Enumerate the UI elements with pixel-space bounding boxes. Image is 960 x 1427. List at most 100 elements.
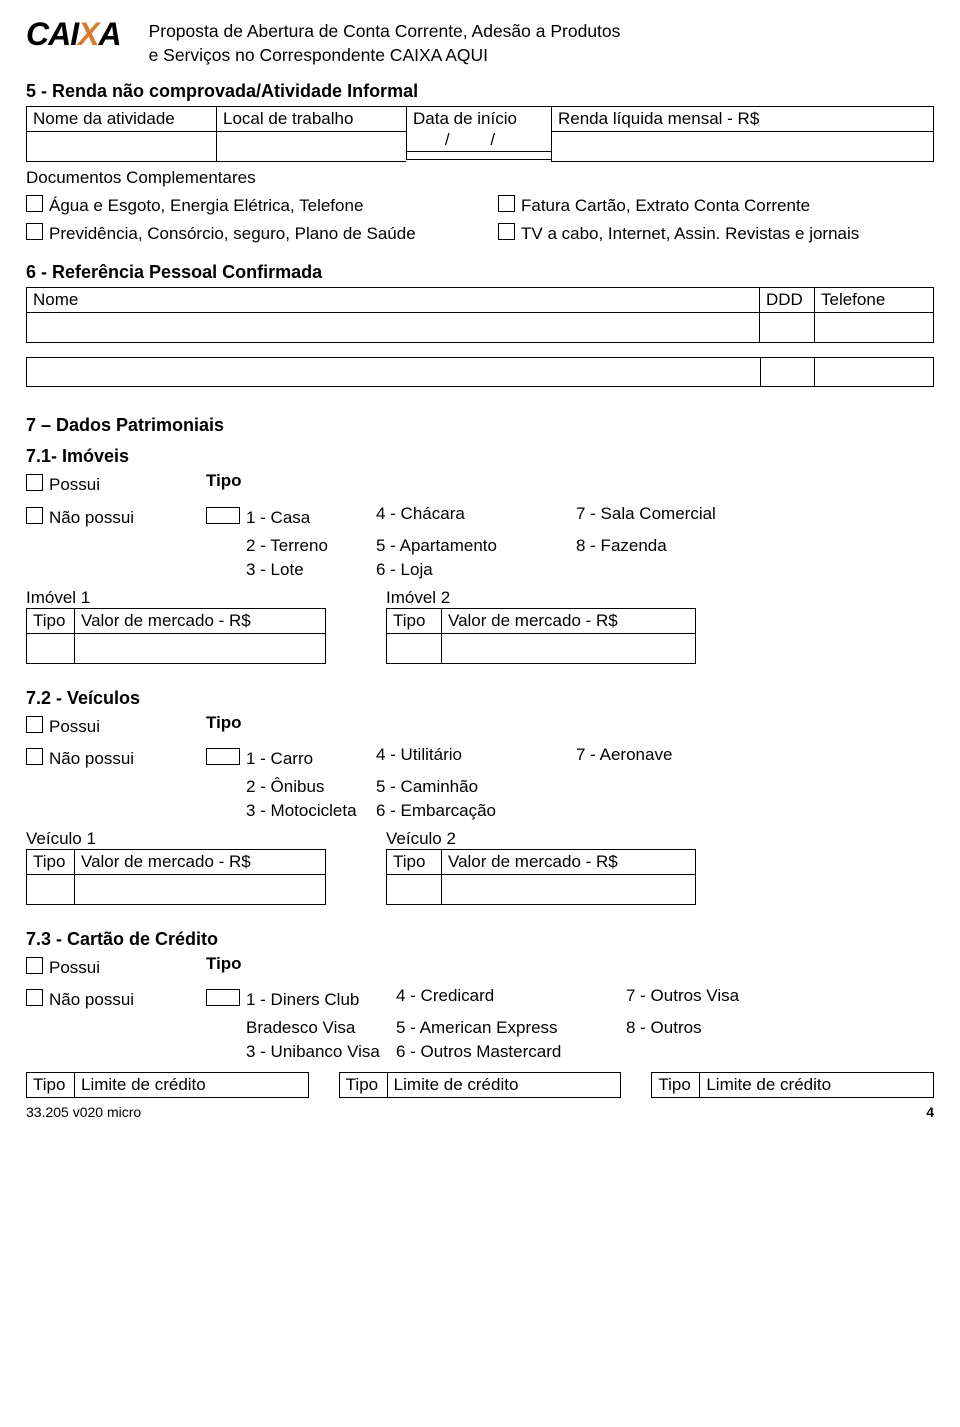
imovel1-valor-i[interactable]: [74, 634, 326, 664]
imovel2-tipo-h: Tipo: [386, 608, 441, 634]
title-line-1: Proposta de Abertura de Conta Corrente, …: [149, 20, 934, 44]
checkbox-icon[interactable]: [26, 223, 43, 240]
logo-text-2: A: [98, 16, 120, 52]
checkbox-icon[interactable]: [26, 748, 43, 765]
s73-t2: Bradesco Visa: [206, 1018, 396, 1038]
section72-title: 7.2 - Veículos: [26, 688, 934, 709]
s71-possui[interactable]: Possui: [26, 474, 206, 496]
s73-tipo-input[interactable]: 1 - Diners Club: [206, 989, 396, 1011]
title-line-2: e Serviços no Correspondente CAIXA AQUI: [149, 44, 934, 68]
doc-opt-2[interactable]: Previdência, Consórcio, seguro, Plano de…: [26, 223, 462, 245]
logo-text-1: CAI: [26, 16, 78, 52]
section73-options: Possui Tipo Não possui 1 - Diners Club 4…: [26, 954, 934, 1062]
doc-opt-4[interactable]: TV a cabo, Internet, Assin. Revistas e j…: [498, 223, 934, 245]
logo-text-x: X: [78, 16, 98, 52]
section71-title: 7.1- Imóveis: [26, 446, 934, 467]
s73-t8: 8 - Outros: [626, 1018, 796, 1038]
imovel1-tipo-i[interactable]: [26, 634, 74, 664]
section5-table: Nome da atividade Local de trabalho Data…: [26, 106, 934, 162]
imovel1-valor-h: Valor de mercado - R$: [74, 608, 326, 634]
section72-options: Possui Tipo Não possui 1 - Carro 4 - Uti…: [26, 713, 934, 821]
s71-t4: 4 - Chácara: [376, 504, 576, 532]
s5-col3-value[interactable]: / /: [413, 129, 545, 150]
page-footer: 33.205 v020 micro 4: [26, 1104, 934, 1120]
section6-input-row-1[interactable]: [26, 313, 934, 343]
s6-col1: Nome: [26, 287, 759, 313]
checkbox-icon[interactable]: [26, 989, 43, 1006]
s6-r1-c3[interactable]: [814, 313, 934, 343]
section5-title: 5 - Renda não comprovada/Atividade Infor…: [26, 81, 934, 102]
s72-t3: 3 - Motocicleta: [206, 801, 376, 821]
imovel2-valor-i[interactable]: [441, 634, 696, 664]
lim3-limite: Limite de crédito: [699, 1072, 934, 1098]
s72-t2: 2 - Ônibus: [206, 777, 376, 797]
section6-input-row-2[interactable]: [26, 357, 934, 387]
s72-tipo-input[interactable]: 1 - Carro: [206, 748, 376, 770]
section6-header-row: Nome DDD Telefone: [26, 287, 934, 313]
s6-r1-c1[interactable]: [26, 313, 759, 343]
lim3-tipo: Tipo: [651, 1072, 699, 1098]
veiculo2-tipo-i[interactable]: [386, 875, 441, 905]
checkbox-icon[interactable]: [26, 716, 43, 733]
footer-page-number: 4: [926, 1104, 934, 1120]
s71-t5: 5 - Apartamento: [376, 536, 576, 556]
lim2-tipo: Tipo: [339, 1072, 387, 1098]
s5-col2-label: Local de trabalho: [216, 106, 406, 132]
s72-veiculo-tables: Veículo 1 Tipo Valor de mercado - R$ Veí…: [26, 829, 934, 905]
s71-t3: 3 - Lote: [206, 560, 376, 580]
s73-nao-possui[interactable]: Não possui: [26, 989, 206, 1011]
checkbox-icon[interactable]: [498, 195, 515, 212]
s6-r2-c2[interactable]: [760, 358, 814, 386]
document-title: Proposta de Abertura de Conta Corrente, …: [149, 18, 934, 67]
tipo-input-box[interactable]: [206, 989, 240, 1006]
tipo-input-box[interactable]: [206, 748, 240, 765]
s72-possui[interactable]: Possui: [26, 716, 206, 738]
s6-col3: Telefone: [814, 287, 934, 313]
s73-t3: 3 - Unibanco Visa: [206, 1042, 396, 1062]
s72-tipo-header: Tipo: [206, 713, 376, 741]
s72-t6: 6 - Embarcação: [376, 801, 576, 821]
tipo-input-box[interactable]: [206, 507, 240, 524]
veiculo1-valor-i[interactable]: [74, 875, 326, 905]
s72-t5: 5 - Caminhão: [376, 777, 576, 797]
s6-r2-c1[interactable]: [27, 358, 760, 386]
s71-t7: 7 - Sala Comercial: [576, 504, 776, 532]
s73-tipo-header: Tipo: [206, 954, 396, 982]
section6-title: 6 - Referência Pessoal Confirmada: [26, 262, 934, 283]
veiculo1-valor-h: Valor de mercado - R$: [74, 849, 326, 875]
s5-col2-input[interactable]: [216, 132, 406, 162]
veiculo1-tipo-i[interactable]: [26, 875, 74, 905]
doc-opt-3[interactable]: Fatura Cartão, Extrato Conta Corrente: [498, 195, 934, 217]
doc-opt-1[interactable]: Água e Esgoto, Energia Elétrica, Telefon…: [26, 195, 462, 217]
imovel2-valor-h: Valor de mercado - R$: [441, 608, 696, 634]
s71-nao-possui[interactable]: Não possui: [26, 507, 206, 529]
lim1-tipo: Tipo: [26, 1072, 74, 1098]
checkbox-icon[interactable]: [26, 474, 43, 491]
imovel2-tipo-i[interactable]: [386, 634, 441, 664]
s72-nao-possui[interactable]: Não possui: [26, 748, 206, 770]
imovel1-tipo-h: Tipo: [26, 608, 74, 634]
veiculo2-tipo-h: Tipo: [386, 849, 441, 875]
docs-options: Água e Esgoto, Energia Elétrica, Telefon…: [26, 192, 934, 248]
lim1-limite: Limite de crédito: [74, 1072, 309, 1098]
checkbox-icon[interactable]: [26, 507, 43, 524]
veiculo2-valor-i[interactable]: [441, 875, 696, 905]
s73-possui[interactable]: Possui: [26, 957, 206, 979]
veiculo1-label: Veículo 1: [26, 829, 326, 849]
s73-t6: 6 - Outros Mastercard: [396, 1042, 626, 1062]
s5-col3-label: Data de início: [413, 109, 545, 129]
veiculo2-valor-h: Valor de mercado - R$: [441, 849, 696, 875]
s71-tipo-input[interactable]: 1 - Casa: [206, 507, 376, 529]
checkbox-icon[interactable]: [498, 223, 515, 240]
s5-col1-input[interactable]: [26, 132, 216, 162]
s6-r1-c2[interactable]: [759, 313, 814, 343]
s71-t2: 2 - Terreno: [206, 536, 376, 556]
s5-col4-input[interactable]: [551, 132, 934, 162]
s5-col3-input[interactable]: [406, 152, 551, 160]
checkbox-icon[interactable]: [26, 957, 43, 974]
s71-tipo-header: Tipo: [206, 471, 376, 499]
s73-t4: 4 - Credicard: [396, 986, 626, 1014]
checkbox-icon[interactable]: [26, 195, 43, 212]
lim2-limite: Limite de crédito: [387, 1072, 622, 1098]
s6-r2-c3[interactable]: [814, 358, 933, 386]
